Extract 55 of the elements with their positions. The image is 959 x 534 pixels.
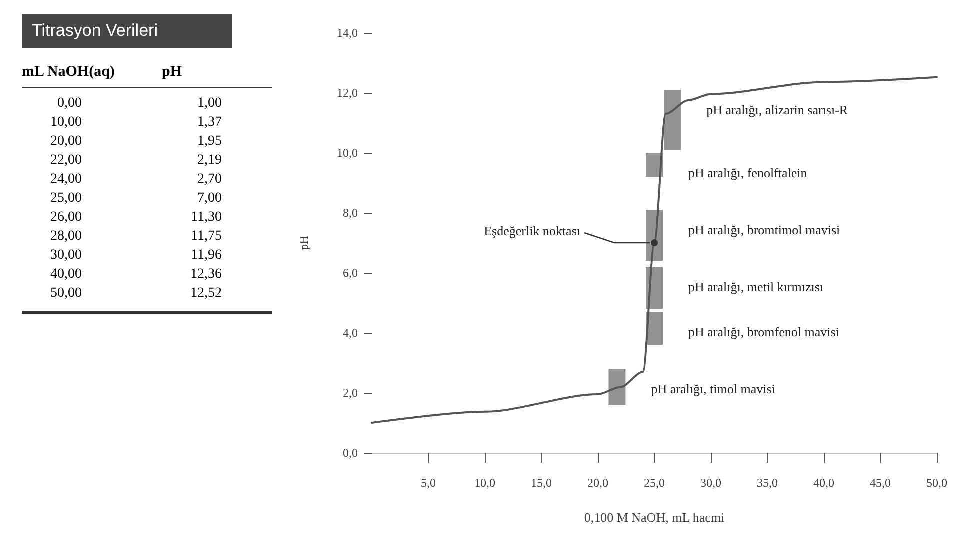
text: pH [162, 64, 182, 81]
y-axis-title: pH [297, 235, 311, 250]
annotation: pH aralığı, metil kırmızısı [688, 280, 824, 294]
annotation: pH aralığı, fenolftalein [688, 166, 808, 180]
text: 12,52 [190, 285, 222, 303]
text: 10,00 [50, 114, 82, 132]
text: 22,00 [50, 152, 82, 170]
x-tick-label: 45,0 [870, 476, 891, 490]
text: 40,00 [50, 266, 82, 284]
x-tick-label: 5,0 [421, 476, 436, 490]
x-tick-label: 15,0 [531, 476, 552, 490]
text: 7,00 [196, 190, 222, 208]
text: 0,00 [56, 95, 82, 113]
y-tick-label: 2,0 [343, 386, 358, 400]
text: 12,36 [190, 266, 222, 284]
text: 20,00 [50, 133, 82, 151]
text: 1,95 [196, 133, 222, 151]
text: 26,00 [50, 209, 82, 227]
x-tick-label: 20,0 [588, 476, 608, 490]
text: 11,96 [190, 247, 222, 265]
x-tick-label: 35,0 [757, 476, 778, 490]
text: 11,30 [190, 209, 222, 227]
y-tick-label: 4,0 [343, 326, 358, 340]
y-tick-label: 14,0 [337, 26, 358, 40]
y-tick-label: 8,0 [343, 206, 358, 220]
annotation: pH aralığı, bromtimol mavisi [688, 222, 841, 238]
text: 2,19 [196, 152, 222, 170]
annotation: pH aralığı, timol mavisi [651, 382, 776, 396]
x-tick-label: 25,0 [644, 476, 665, 490]
text: 25,00 [50, 190, 82, 208]
x-axis-title: 0,100 M NaOH, mL hacmi [584, 510, 726, 525]
text: 1,37 [196, 114, 222, 132]
text: 11,75 [190, 228, 222, 246]
text: mL NaOH(aq) [22, 64, 116, 81]
x-tick-label: 40,0 [814, 476, 834, 490]
y-tick-label: 6,0 [343, 266, 358, 280]
y-tick-label: 0,0 [343, 446, 358, 460]
text: 28,00 [50, 228, 82, 246]
annotation: pH aralığı, bromfenol mavisi [688, 324, 840, 340]
text: 30,00 [50, 247, 82, 265]
text: 2,70 [196, 171, 222, 189]
annotation: pH aralığı, alizarin sarısı-R [706, 102, 848, 118]
text: 50,00 [50, 285, 82, 303]
text: 1,00 [196, 95, 222, 113]
x-tick-label: 30,0 [700, 476, 722, 490]
y-tick-label: 12,0 [337, 86, 358, 100]
annotation: Eşdeğerlik noktası [484, 224, 581, 238]
text: Titrasyon Verileri [22, 14, 232, 48]
text: 24,00 [50, 171, 82, 189]
x-tick-label: 50,0 [926, 476, 948, 490]
bar [608, 369, 626, 405]
line-series [371, 76, 938, 424]
x-tick-label: 10,0 [474, 476, 496, 490]
y-tick-label: 10,0 [337, 146, 358, 160]
bar [664, 90, 682, 150]
